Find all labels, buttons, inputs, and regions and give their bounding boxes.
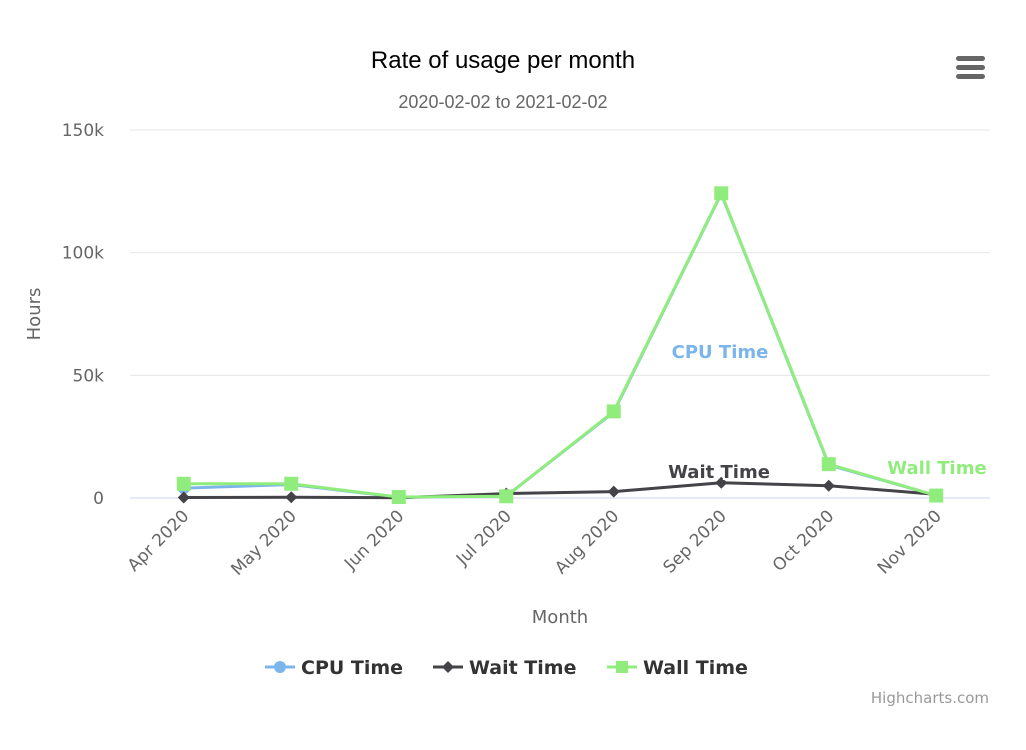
legend-marker[interactable] (616, 661, 628, 673)
legend-marker[interactable] (442, 661, 454, 673)
context-menu-button[interactable] (948, 50, 992, 86)
x-tick-label: Jun 2020 (340, 506, 408, 574)
credits-link[interactable]: Highcharts.com (870, 689, 989, 707)
y-tick-label: 50k (73, 366, 105, 386)
series-line[interactable] (182, 191, 938, 499)
series-marker[interactable] (177, 491, 190, 504)
series-marker[interactable] (929, 488, 944, 503)
legend-item[interactable]: CPU Time (265, 657, 403, 679)
x-tick-label: Jul 2020 (452, 506, 516, 570)
x-tick-label: May 2020 (227, 506, 300, 579)
series-marker[interactable] (391, 490, 406, 505)
series-label: CPU Time (672, 342, 769, 363)
chart-subtitle: 2020-02-02 to 2021-02-02 (398, 92, 607, 112)
series-marker[interactable] (499, 489, 514, 504)
y-tick-label: 150k (62, 121, 104, 141)
series-marker[interactable] (822, 479, 835, 492)
x-tick-label: Apr 2020 (124, 506, 193, 575)
series-marker[interactable] (607, 485, 620, 498)
y-axis-label: Hours (24, 288, 45, 341)
series-group (176, 186, 944, 505)
x-tick-label: Nov 2020 (874, 506, 946, 578)
series-label: Wait Time (668, 462, 770, 483)
series-marker[interactable] (714, 186, 729, 201)
series-layer (176, 186, 944, 505)
x-axis-ticks: Apr 2020 May 2020 Jun 2020 Jul 2020 Aug 2020… (124, 506, 946, 579)
y-axis-ticks: 0 50k 100k 150k (62, 121, 104, 509)
series-marker[interactable] (284, 476, 299, 491)
series-group (177, 187, 943, 504)
series-marker[interactable] (715, 476, 728, 489)
series-marker[interactable] (821, 457, 836, 472)
y-tick-label: 0 (93, 489, 104, 509)
legend-marker[interactable] (274, 661, 286, 673)
x-tick-label: Aug 2020 (551, 506, 623, 578)
x-tick-label: Oct 2020 (769, 506, 838, 575)
legend-label: CPU Time (301, 657, 403, 679)
chart-title: Rate of usage per month (371, 47, 635, 74)
series-marker[interactable] (285, 491, 298, 504)
x-axis-label: Month (532, 607, 588, 628)
series-marker[interactable] (606, 404, 621, 419)
gridlines (130, 129, 990, 499)
series-label: Wall Time (887, 458, 986, 479)
series-line[interactable] (182, 481, 938, 500)
legend-label: Wait Time (469, 657, 576, 679)
hamburger-menu-icon (956, 65, 985, 70)
hamburger-menu-icon (956, 56, 985, 61)
series-marker[interactable] (176, 476, 191, 491)
legend-item[interactable]: Wait Time (433, 657, 576, 679)
x-tick-label: Sep 2020 (660, 506, 731, 577)
hamburger-menu-icon (956, 74, 985, 79)
legend[interactable]: CPU Time Wait Time Wall Time (265, 657, 748, 679)
series-labels: CPU Time Wait Time Wall Time (666, 340, 989, 485)
y-tick-label: 100k (62, 244, 104, 264)
legend-label: Wall Time (643, 657, 748, 679)
legend-item[interactable]: Wall Time (607, 657, 748, 679)
